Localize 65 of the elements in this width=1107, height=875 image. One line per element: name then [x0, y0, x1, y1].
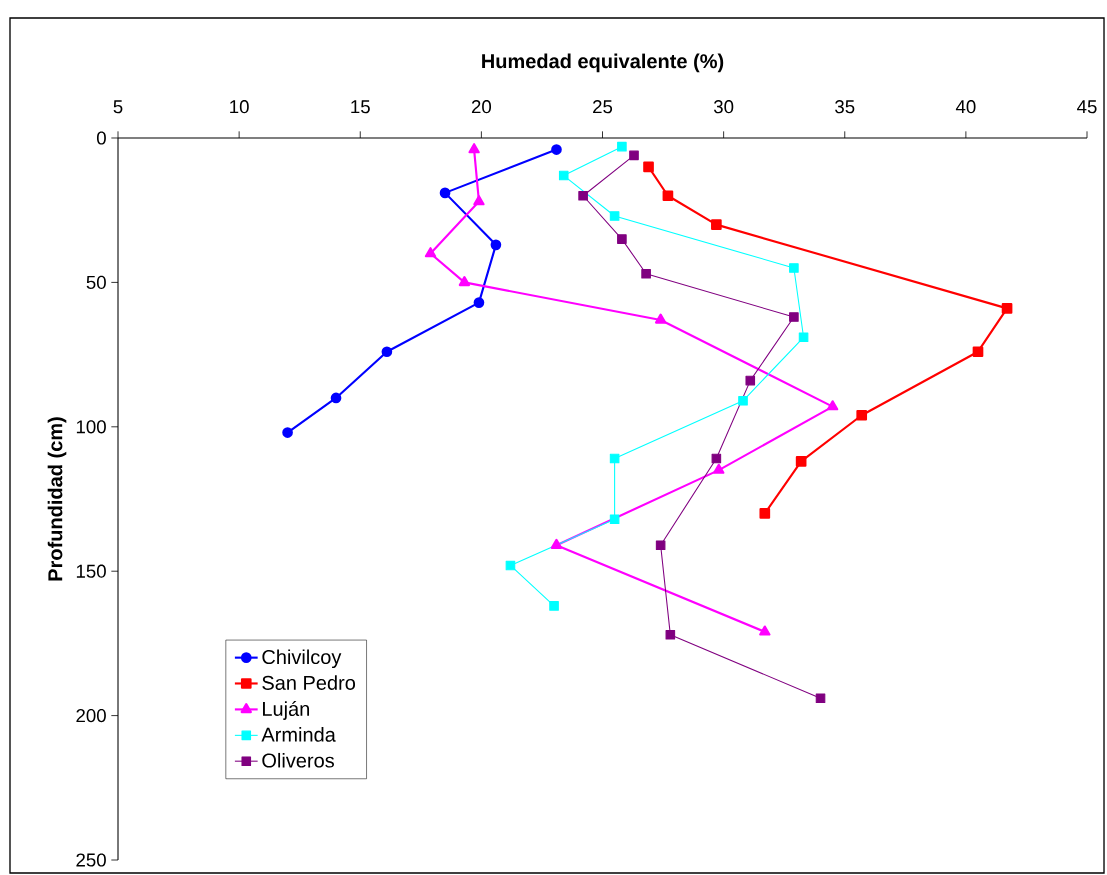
point — [738, 396, 748, 406]
point — [759, 508, 771, 519]
point — [655, 540, 666, 551]
point — [551, 144, 562, 155]
point — [745, 375, 756, 386]
point — [439, 187, 451, 199]
legend-label: Chivilcoy — [262, 649, 342, 669]
x-tick-label: 15 — [351, 100, 370, 114]
point — [558, 170, 569, 181]
point — [609, 453, 620, 464]
point — [617, 141, 627, 152]
y-tick-label: 150 — [76, 564, 106, 578]
x-tick-label: 25 — [593, 100, 613, 114]
point — [856, 409, 868, 421]
legend-label: Arminda — [261, 727, 336, 742]
point — [641, 268, 651, 279]
point — [665, 629, 676, 640]
point — [473, 297, 485, 308]
point — [468, 143, 480, 154]
point — [654, 313, 667, 324]
x-tick-label: 30 — [713, 100, 734, 114]
point — [424, 247, 437, 258]
point — [795, 456, 807, 467]
y-axis-title: Profundidad (cm) — [47, 417, 67, 581]
y-tick-label: 50 — [86, 275, 106, 290]
point — [759, 625, 771, 636]
y-tick-label: 250 — [76, 853, 106, 867]
point — [789, 312, 799, 322]
x-tick-label: 40 — [955, 100, 976, 114]
point — [549, 601, 559, 611]
x-tick-label: 45 — [1077, 100, 1097, 114]
point — [711, 453, 722, 464]
point — [490, 239, 502, 251]
legend-label: Oliveros — [262, 752, 334, 768]
point — [798, 332, 809, 343]
point — [609, 211, 620, 221]
point — [609, 514, 620, 525]
point — [789, 263, 799, 273]
point — [629, 150, 639, 161]
point — [473, 195, 485, 206]
point — [1001, 303, 1013, 314]
x-axis-title: Humedad equivalente (%) — [482, 53, 724, 73]
x-tick-label: 20 — [471, 100, 492, 114]
point — [972, 346, 984, 358]
point — [381, 346, 393, 358]
y-tick-label: 200 — [76, 708, 106, 723]
legend-label: Luján — [263, 701, 310, 720]
y-tick-label: 100 — [76, 420, 106, 434]
point — [711, 219, 722, 230]
point — [662, 190, 674, 202]
point — [330, 392, 342, 404]
point — [617, 234, 627, 244]
x-tick-label: 10 — [230, 100, 249, 114]
point — [550, 538, 563, 549]
point — [713, 463, 725, 474]
legend-label: San Pedro — [262, 675, 356, 690]
x-tick-label: 35 — [835, 100, 855, 114]
point — [458, 276, 471, 287]
point — [643, 161, 654, 173]
point — [826, 400, 839, 411]
x-tick-label: 5 — [113, 100, 123, 114]
point — [282, 427, 293, 438]
y-tick-label: 0 — [96, 131, 106, 145]
point — [815, 693, 826, 704]
point — [578, 190, 588, 201]
